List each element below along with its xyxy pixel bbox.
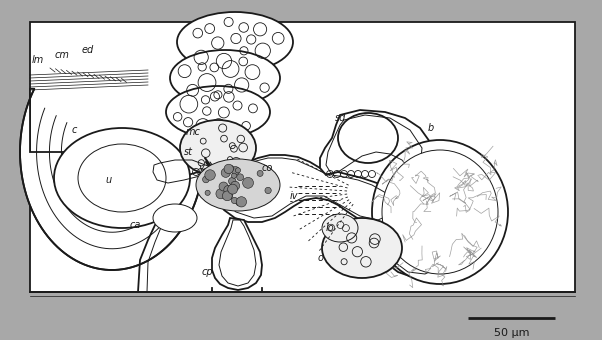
- Text: sd: sd: [335, 113, 346, 123]
- Circle shape: [221, 168, 231, 177]
- Circle shape: [225, 191, 233, 199]
- Text: co: co: [262, 163, 273, 173]
- Circle shape: [219, 182, 228, 191]
- Ellipse shape: [166, 86, 270, 138]
- Circle shape: [228, 184, 238, 194]
- Text: mc: mc: [186, 127, 201, 137]
- Circle shape: [236, 200, 241, 206]
- Ellipse shape: [153, 204, 197, 232]
- Text: st: st: [184, 147, 193, 157]
- Text: cm: cm: [55, 50, 70, 60]
- Circle shape: [222, 191, 232, 201]
- Ellipse shape: [196, 159, 280, 211]
- Circle shape: [229, 177, 236, 185]
- Circle shape: [224, 164, 234, 174]
- Circle shape: [203, 176, 209, 183]
- Circle shape: [237, 197, 247, 207]
- Text: 50 μm: 50 μm: [494, 328, 529, 338]
- Circle shape: [216, 189, 226, 199]
- Circle shape: [257, 170, 263, 176]
- Ellipse shape: [372, 140, 508, 284]
- Text: ca: ca: [130, 220, 141, 230]
- Circle shape: [231, 197, 238, 204]
- Circle shape: [235, 168, 241, 173]
- Ellipse shape: [322, 214, 358, 242]
- Text: cp: cp: [202, 267, 214, 277]
- Circle shape: [265, 187, 272, 193]
- Circle shape: [205, 190, 210, 195]
- Ellipse shape: [338, 113, 398, 163]
- Circle shape: [231, 181, 240, 190]
- Ellipse shape: [322, 218, 402, 278]
- Ellipse shape: [177, 12, 293, 72]
- Ellipse shape: [78, 144, 166, 212]
- Text: c: c: [72, 125, 78, 135]
- Circle shape: [231, 167, 240, 175]
- Polygon shape: [20, 89, 204, 270]
- Circle shape: [231, 173, 237, 178]
- Text: lo: lo: [326, 223, 335, 233]
- Polygon shape: [320, 110, 462, 278]
- Ellipse shape: [382, 150, 498, 274]
- Circle shape: [237, 174, 244, 181]
- Circle shape: [243, 177, 253, 188]
- Circle shape: [205, 170, 216, 180]
- Text: o: o: [318, 253, 324, 263]
- Text: iv: iv: [290, 191, 299, 201]
- Polygon shape: [212, 218, 262, 290]
- Text: ed: ed: [82, 45, 95, 55]
- Circle shape: [224, 186, 232, 194]
- Bar: [30, 22, 575, 292]
- Text: lm: lm: [32, 55, 45, 65]
- Polygon shape: [148, 148, 418, 226]
- Ellipse shape: [170, 50, 280, 106]
- Circle shape: [229, 166, 234, 171]
- Text: y: y: [198, 163, 203, 173]
- Text: u: u: [105, 175, 111, 185]
- Ellipse shape: [180, 120, 256, 176]
- Text: b: b: [428, 123, 434, 133]
- Ellipse shape: [54, 128, 190, 228]
